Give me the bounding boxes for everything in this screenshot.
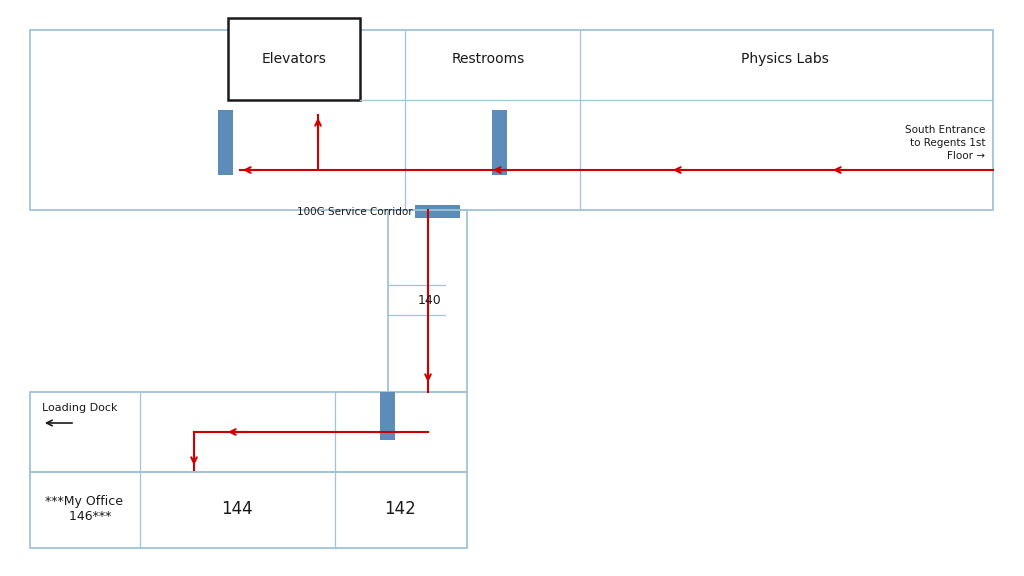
- Bar: [380, 392, 395, 440]
- Text: South Entrance
to Regents 1st
Floor →: South Entrance to Regents 1st Floor →: [904, 125, 985, 161]
- Bar: [30, 30, 993, 210]
- Bar: [30, 392, 467, 472]
- Bar: [228, 18, 360, 100]
- Bar: [415, 205, 460, 218]
- Bar: [492, 110, 507, 175]
- Text: 144: 144: [221, 500, 253, 518]
- Text: 140: 140: [418, 294, 442, 306]
- Text: Loading Dock: Loading Dock: [42, 403, 118, 413]
- Bar: [30, 472, 467, 548]
- Bar: [388, 210, 467, 392]
- Text: 142: 142: [384, 500, 416, 518]
- Text: 100G Service Corridor: 100G Service Corridor: [297, 207, 413, 217]
- Text: ***My Office
   146***: ***My Office 146***: [45, 495, 123, 523]
- Text: Physics Labs: Physics Labs: [741, 52, 829, 66]
- Text: Elevators: Elevators: [261, 52, 327, 66]
- Text: Restrooms: Restrooms: [452, 52, 524, 66]
- Bar: [218, 110, 233, 175]
